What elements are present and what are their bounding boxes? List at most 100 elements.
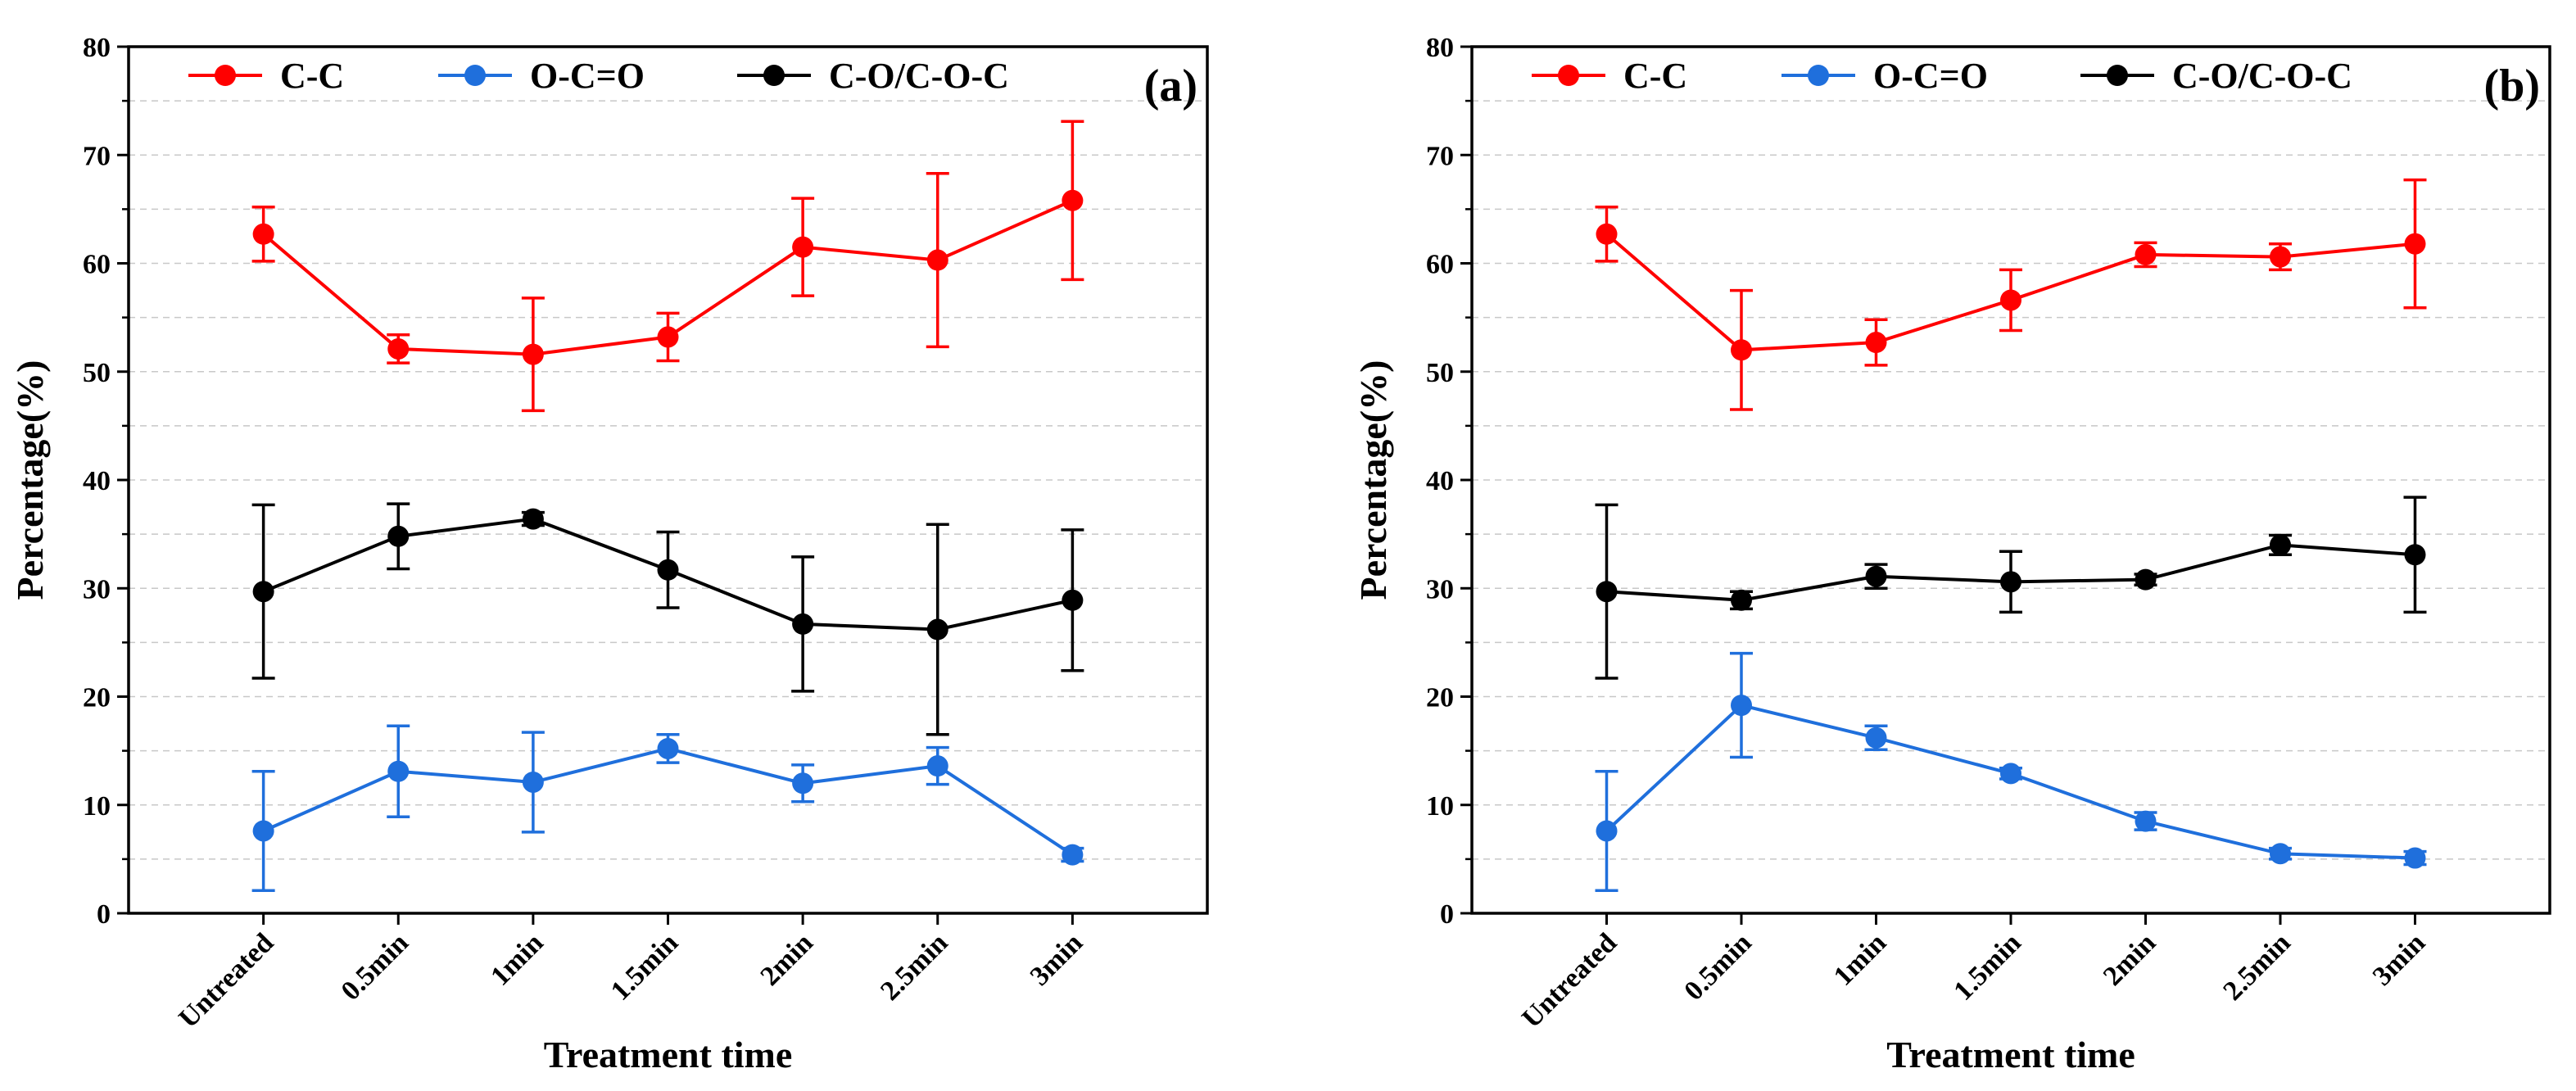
x-tick-label: 2min [755,927,819,991]
series-c-o-c-o-c [1595,496,2427,680]
y-tick-label: 80 [1426,33,1454,63]
data-point [792,613,814,635]
series-o-c-o [251,724,1084,892]
x-tick-label: 3min [2367,927,2431,991]
data-point [2270,843,2291,865]
plot-frame [127,45,1209,915]
chart-panel-a: 0 10 20 30 40 50 60 70 80 Untreated 0.5min 1min 1.5m… [9,33,1209,1075]
legend-label: C-C [1623,56,1687,96]
data-point [792,772,814,794]
x-tick-label: 3min [1025,927,1089,991]
data-point [792,236,814,258]
data-point [1731,339,1752,361]
chart-panel-b: 0 10 20 30 40 50 60 70 80 Untreated 0.5min 1min 1.5m… [1352,33,2551,1075]
legend-marker [215,65,236,86]
data-point [2404,233,2426,255]
data-point [2135,810,2157,832]
data-point [1865,727,1887,749]
x-tick-label: 1.5min [1948,927,2026,1006]
data-point [252,820,274,842]
y-tick-label: 80 [83,33,111,63]
data-point [657,326,679,348]
x-tick-label: 1min [1828,927,1892,991]
data-point [657,559,679,581]
data-point [2135,568,2157,591]
data-point [1062,589,1084,611]
legend-label: O-C=O [1873,56,1988,96]
data-point [2270,534,2291,556]
y-tick-label: 10 [1426,791,1454,822]
series-c-c [1595,178,2427,411]
data-point [252,223,274,245]
data-point [657,737,679,759]
data-point [522,508,544,530]
data-point [2404,847,2426,869]
y-tick-label: 30 [1426,574,1454,604]
y-tick-label: 10 [83,791,111,822]
y-tick-label: 40 [83,466,111,496]
data-point [926,755,948,777]
data-point [2000,763,2021,785]
y-tick-label: 60 [1426,250,1454,280]
y-tick-label: 30 [83,574,111,604]
data-point [1596,223,1618,245]
legend-marker [464,65,486,86]
y-tick-label: 60 [83,250,111,280]
x-tick-label: 2.5min [2217,927,2296,1006]
y-tick-label: 50 [1426,358,1454,388]
legend-label: C-O/C-O-C [2172,56,2352,96]
x-tick-label: 2min [2098,927,2162,991]
legend-marker [1808,65,1829,86]
y-tick-label: 20 [1426,683,1454,713]
data-point [2000,289,2021,311]
data-point [2135,243,2157,265]
data-point [1731,589,1752,611]
data-point [522,771,544,793]
data-point [1062,844,1084,866]
series-o-c-o [1595,651,2427,892]
data-point [2270,246,2291,268]
data-point [522,343,544,365]
legend-label: C-O/C-O-C [829,56,1009,96]
x-tick-label: 0.5min [1678,927,1757,1006]
series-c-c [251,120,1084,413]
data-point [926,618,948,641]
x-tick-label: 0.5min [336,927,414,1006]
x-tick-label: Untreated [173,927,279,1034]
x-tick-label: Untreated [1516,927,1623,1034]
legend-marker [1558,65,1579,86]
y-tick-label: 20 [83,683,111,713]
data-point [926,249,948,271]
data-point [1596,581,1618,603]
data-point [387,760,410,782]
data-point [1865,565,1887,587]
series-c-o-c-o-c [251,502,1084,736]
data-point [2404,544,2426,566]
data-point [1731,695,1752,717]
legend-label: O-C=O [530,56,645,96]
y-tick-label: 40 [1426,466,1454,496]
y-tick-label: 50 [83,358,111,388]
panel-label: (a) [1144,61,1197,111]
plot-frame [1470,45,2551,915]
data-point [252,581,274,603]
data-point [1596,820,1618,842]
x-axis-title: Treatment time [544,1034,793,1075]
data-point [1062,189,1084,211]
legend-label: C-C [280,56,344,96]
x-tick-label: 1.5min [605,927,684,1006]
y-tick-label: 70 [1426,141,1454,171]
x-tick-label: 1min [485,927,549,991]
x-axis-title: Treatment time [1886,1034,2135,1075]
series-line [262,746,1074,857]
legend-marker [2107,65,2128,86]
data-point [387,525,410,547]
data-point [2000,571,2021,593]
y-tick-label: 70 [83,141,111,171]
y-tick-label: 0 [1440,899,1454,930]
data-point [1865,332,1887,354]
y-tick-label: 0 [97,899,111,930]
y-axis-title: Percentage(%) [9,360,51,600]
legend-marker [763,65,785,86]
